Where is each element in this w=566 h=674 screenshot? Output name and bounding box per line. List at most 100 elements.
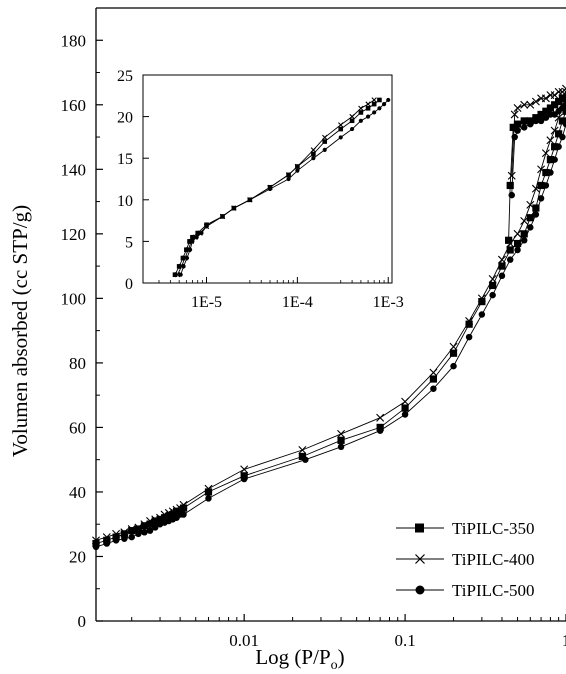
data-point	[135, 530, 142, 538]
legend-item-tipilc-500: TiPILC-500	[396, 581, 535, 600]
legend: TiPILC-350 TiPILC-400 TiPILC-500	[396, 519, 535, 600]
series-x	[92, 84, 566, 545]
x-axis-title-close: )	[338, 645, 345, 669]
data-point	[537, 195, 545, 202]
data-point	[558, 94, 566, 102]
data-point	[146, 516, 155, 525]
inset-data-point	[386, 97, 391, 103]
data-point	[160, 510, 169, 519]
data-point	[514, 246, 521, 254]
inset-data-point	[338, 135, 343, 140]
inset-data-point	[349, 118, 355, 124]
legend-item-tipilc-400: TiPILC-400	[396, 550, 535, 569]
legend-marker-square	[415, 523, 424, 533]
data-point	[128, 533, 135, 541]
y-tick-label: 20	[69, 547, 86, 566]
data-point	[204, 484, 213, 493]
y-tick-label: 40	[69, 483, 86, 502]
inset-data-point	[204, 224, 209, 229]
data-point	[449, 342, 458, 351]
x-axis-title-main: Log (P/P	[255, 645, 330, 669]
legend-marker-circle	[415, 585, 425, 595]
inset-y-tick-label: 15	[117, 151, 133, 168]
inset-data-point	[358, 110, 364, 115]
data-point	[513, 120, 522, 128]
data-point	[520, 237, 528, 244]
data-point	[506, 181, 514, 190]
data-point	[547, 111, 554, 118]
data-point	[542, 168, 550, 177]
inset-data-point	[350, 127, 355, 132]
y-tick-label: 100	[61, 289, 87, 308]
data-point	[337, 443, 345, 451]
legend-label-tipilc-350: TiPILC-350	[452, 519, 535, 538]
data-point	[562, 120, 566, 128]
data-point	[205, 495, 212, 502]
data-point	[127, 525, 136, 534]
inset-data-point	[247, 197, 252, 202]
data-point	[92, 536, 100, 545]
data-point	[542, 182, 550, 189]
x-tick-label: 0.01	[229, 631, 259, 650]
data-point	[520, 124, 528, 131]
data-point	[165, 512, 173, 520]
data-point	[555, 143, 562, 150]
data-point	[489, 281, 497, 290]
legend-item-tipilc-350: TiPILC-350	[396, 519, 535, 538]
inset-data-point	[190, 239, 195, 244]
data-point	[507, 171, 516, 180]
y-tick-label: 140	[61, 160, 87, 179]
inset-data-point	[285, 172, 292, 178]
data-point	[337, 436, 345, 444]
data-point	[509, 123, 517, 131]
data-point	[526, 200, 535, 209]
inset-data-point	[184, 255, 190, 261]
data-point	[498, 262, 506, 270]
inset-data-point	[372, 110, 377, 115]
data-point	[513, 104, 522, 113]
data-point	[546, 104, 555, 112]
inset-data-point	[365, 101, 371, 107]
data-point	[112, 529, 121, 538]
inset-data-point	[358, 118, 363, 123]
data-point	[531, 97, 540, 106]
data-point	[112, 537, 120, 544]
data-point	[151, 524, 159, 531]
inset-data-point	[172, 272, 178, 277]
data-point	[478, 297, 486, 306]
inset-data-point	[286, 176, 291, 182]
data-point	[151, 517, 159, 525]
y-axis-title: Volumen absorbed (cc STP/g)	[8, 205, 32, 457]
data-point	[551, 101, 559, 109]
data-point	[510, 110, 519, 119]
series-circle	[92, 101, 566, 551]
inset-data-point	[190, 234, 195, 240]
legend-label-tipilc-400: TiPILC-400	[452, 550, 535, 569]
data-point	[120, 530, 128, 538]
y-tick-label: 180	[61, 31, 87, 50]
data-point	[506, 239, 515, 248]
data-point	[520, 230, 528, 238]
x-axis-title: Log (P/Po)	[255, 645, 344, 673]
y-tick-label: 60	[69, 418, 86, 437]
data-point	[401, 397, 410, 406]
data-point	[179, 500, 188, 509]
data-point	[559, 133, 566, 141]
data-point	[430, 385, 437, 392]
inset-data-point	[311, 151, 316, 157]
inset-data-point	[180, 255, 186, 261]
inset-data-point	[231, 206, 236, 211]
inset-data-point	[371, 97, 377, 103]
inset-data-point	[366, 114, 371, 119]
inset-data-point	[310, 147, 317, 153]
inset-y-tick-label: 25	[117, 68, 133, 85]
data-point	[240, 465, 249, 474]
data-point	[520, 216, 529, 225]
data-point	[298, 452, 306, 461]
data-point	[298, 446, 307, 454]
data-point	[551, 143, 559, 151]
data-point	[449, 349, 458, 357]
inset-data-point	[176, 264, 182, 269]
